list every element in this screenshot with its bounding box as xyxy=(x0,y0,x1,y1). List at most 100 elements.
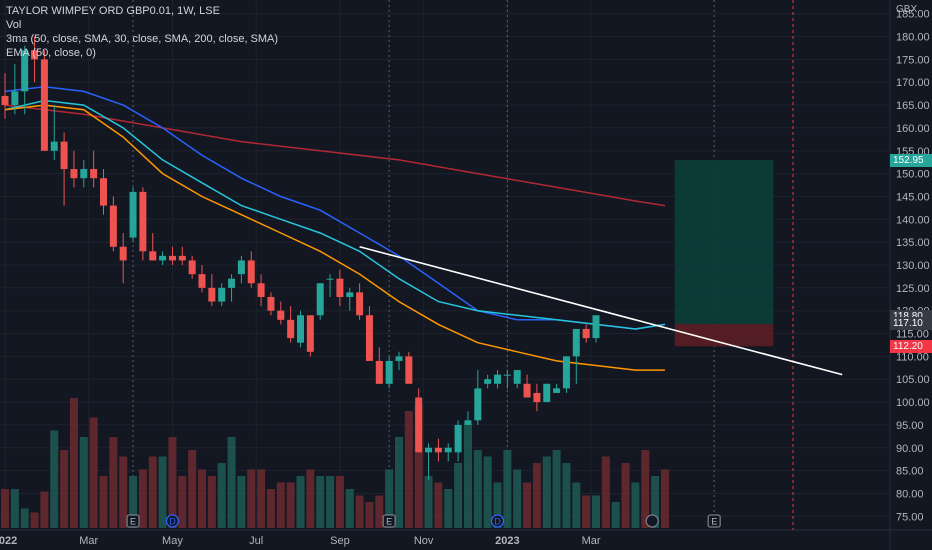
event-label: D xyxy=(169,517,176,527)
series-line xyxy=(4,104,665,371)
volume-bar xyxy=(178,476,187,528)
y-tick-label: 150.00 xyxy=(896,169,930,181)
candle-body xyxy=(454,424,462,453)
volume-bar xyxy=(631,482,640,528)
candle-body xyxy=(228,278,236,288)
candle-body xyxy=(543,383,551,403)
volume-bar xyxy=(148,456,157,528)
dividend-marker xyxy=(490,514,505,528)
candle-body xyxy=(247,260,255,284)
volume-bar xyxy=(286,482,295,528)
candle-body xyxy=(31,50,39,60)
candle-body xyxy=(208,287,216,302)
volume-bar xyxy=(473,450,482,528)
x-tick-label: Mar xyxy=(79,535,98,547)
volume-bar xyxy=(247,469,256,528)
candle-body xyxy=(277,310,285,320)
ma-label[interactable]: 3ma (50, close, SMA, 30, close, SMA, 200… xyxy=(6,33,279,45)
candle-body xyxy=(80,169,88,179)
trendline xyxy=(359,245,843,376)
candle-body xyxy=(149,251,157,261)
volume-bar xyxy=(138,469,147,528)
series-line xyxy=(4,104,666,207)
y-tick-label: 170.00 xyxy=(896,77,930,89)
x-tick-label: 2023 xyxy=(495,535,519,547)
candle-body xyxy=(523,383,531,398)
volume-bar xyxy=(99,476,108,528)
event-label: E xyxy=(130,517,136,527)
volume-label[interactable]: Vol xyxy=(6,19,22,31)
y-tick-label: 140.00 xyxy=(896,214,930,226)
candle-body xyxy=(385,360,393,384)
volume-bar xyxy=(523,482,532,528)
volume-bar xyxy=(621,463,630,528)
price-tag: 117.10 xyxy=(890,317,932,331)
price-axis: 75.00 80.00 85.00 90.00 95.00 100.00 105.00 110… xyxy=(896,4,930,523)
candle-body xyxy=(109,205,117,247)
volume-bar xyxy=(50,430,59,528)
volume-bar xyxy=(266,489,275,528)
earnings-marker xyxy=(126,514,140,528)
candle-body xyxy=(562,356,570,389)
volume-bar xyxy=(60,450,69,528)
candle-body xyxy=(395,356,403,361)
volume-bar xyxy=(375,495,384,528)
dividend-marker xyxy=(165,514,180,528)
candle-body xyxy=(139,191,147,252)
candle-body xyxy=(50,141,58,151)
volume-bar xyxy=(40,491,49,528)
trendline-segment xyxy=(359,245,843,376)
candle-body xyxy=(553,388,561,393)
event-label: D xyxy=(494,517,501,527)
volume-bar xyxy=(227,437,236,528)
candle-body xyxy=(474,388,482,421)
candle-body xyxy=(178,255,186,261)
volume-bar xyxy=(69,398,78,528)
volume-bar xyxy=(30,512,39,528)
event-label: E xyxy=(386,517,392,527)
volume-bar xyxy=(10,489,19,528)
volume-bar xyxy=(207,476,216,528)
volume-bars xyxy=(1,398,669,528)
volume-bar xyxy=(641,450,650,528)
volume-bar xyxy=(237,476,246,528)
x-tick-label: Nov xyxy=(414,535,434,547)
volume-bar xyxy=(316,476,325,528)
price-tag: 152.95 xyxy=(890,153,932,167)
volume-bar xyxy=(129,476,138,528)
candle-body xyxy=(198,274,206,288)
price-tag: 112.20 xyxy=(890,339,932,353)
symbol-title[interactable]: TAYLOR WIMPEY ORD GBP0.01, 1W, LSE xyxy=(6,5,220,17)
candle-body xyxy=(582,328,590,339)
candle-body xyxy=(326,278,334,280)
candle-body xyxy=(168,255,176,261)
candle-body xyxy=(90,169,98,179)
volume-bar xyxy=(660,469,669,528)
candle-body xyxy=(356,292,364,316)
ema-label[interactable]: EMA (50, close, 0) xyxy=(6,47,96,59)
candles xyxy=(1,36,600,480)
stop-zone xyxy=(674,323,774,347)
volume-bar xyxy=(592,495,600,528)
volume-bar xyxy=(109,437,118,528)
volume-bar xyxy=(306,469,315,528)
candle-body xyxy=(188,260,196,275)
volume-bar xyxy=(355,495,364,528)
candle-body xyxy=(119,246,127,261)
y-tick-label: 180.00 xyxy=(896,32,930,44)
volume-bar xyxy=(395,437,403,528)
y-tick-label: 115.00 xyxy=(896,329,929,341)
candle-body xyxy=(70,169,78,179)
candle-body xyxy=(218,287,226,302)
volume-bar xyxy=(168,437,177,528)
candle-body xyxy=(21,50,29,92)
candle-body xyxy=(365,315,373,361)
y-tick-label: 110.00 xyxy=(896,351,929,363)
volume-bar xyxy=(217,463,226,528)
volume-bar xyxy=(454,463,463,528)
candle-body xyxy=(375,360,383,384)
candle-body xyxy=(237,260,245,275)
candle-body xyxy=(336,278,344,297)
